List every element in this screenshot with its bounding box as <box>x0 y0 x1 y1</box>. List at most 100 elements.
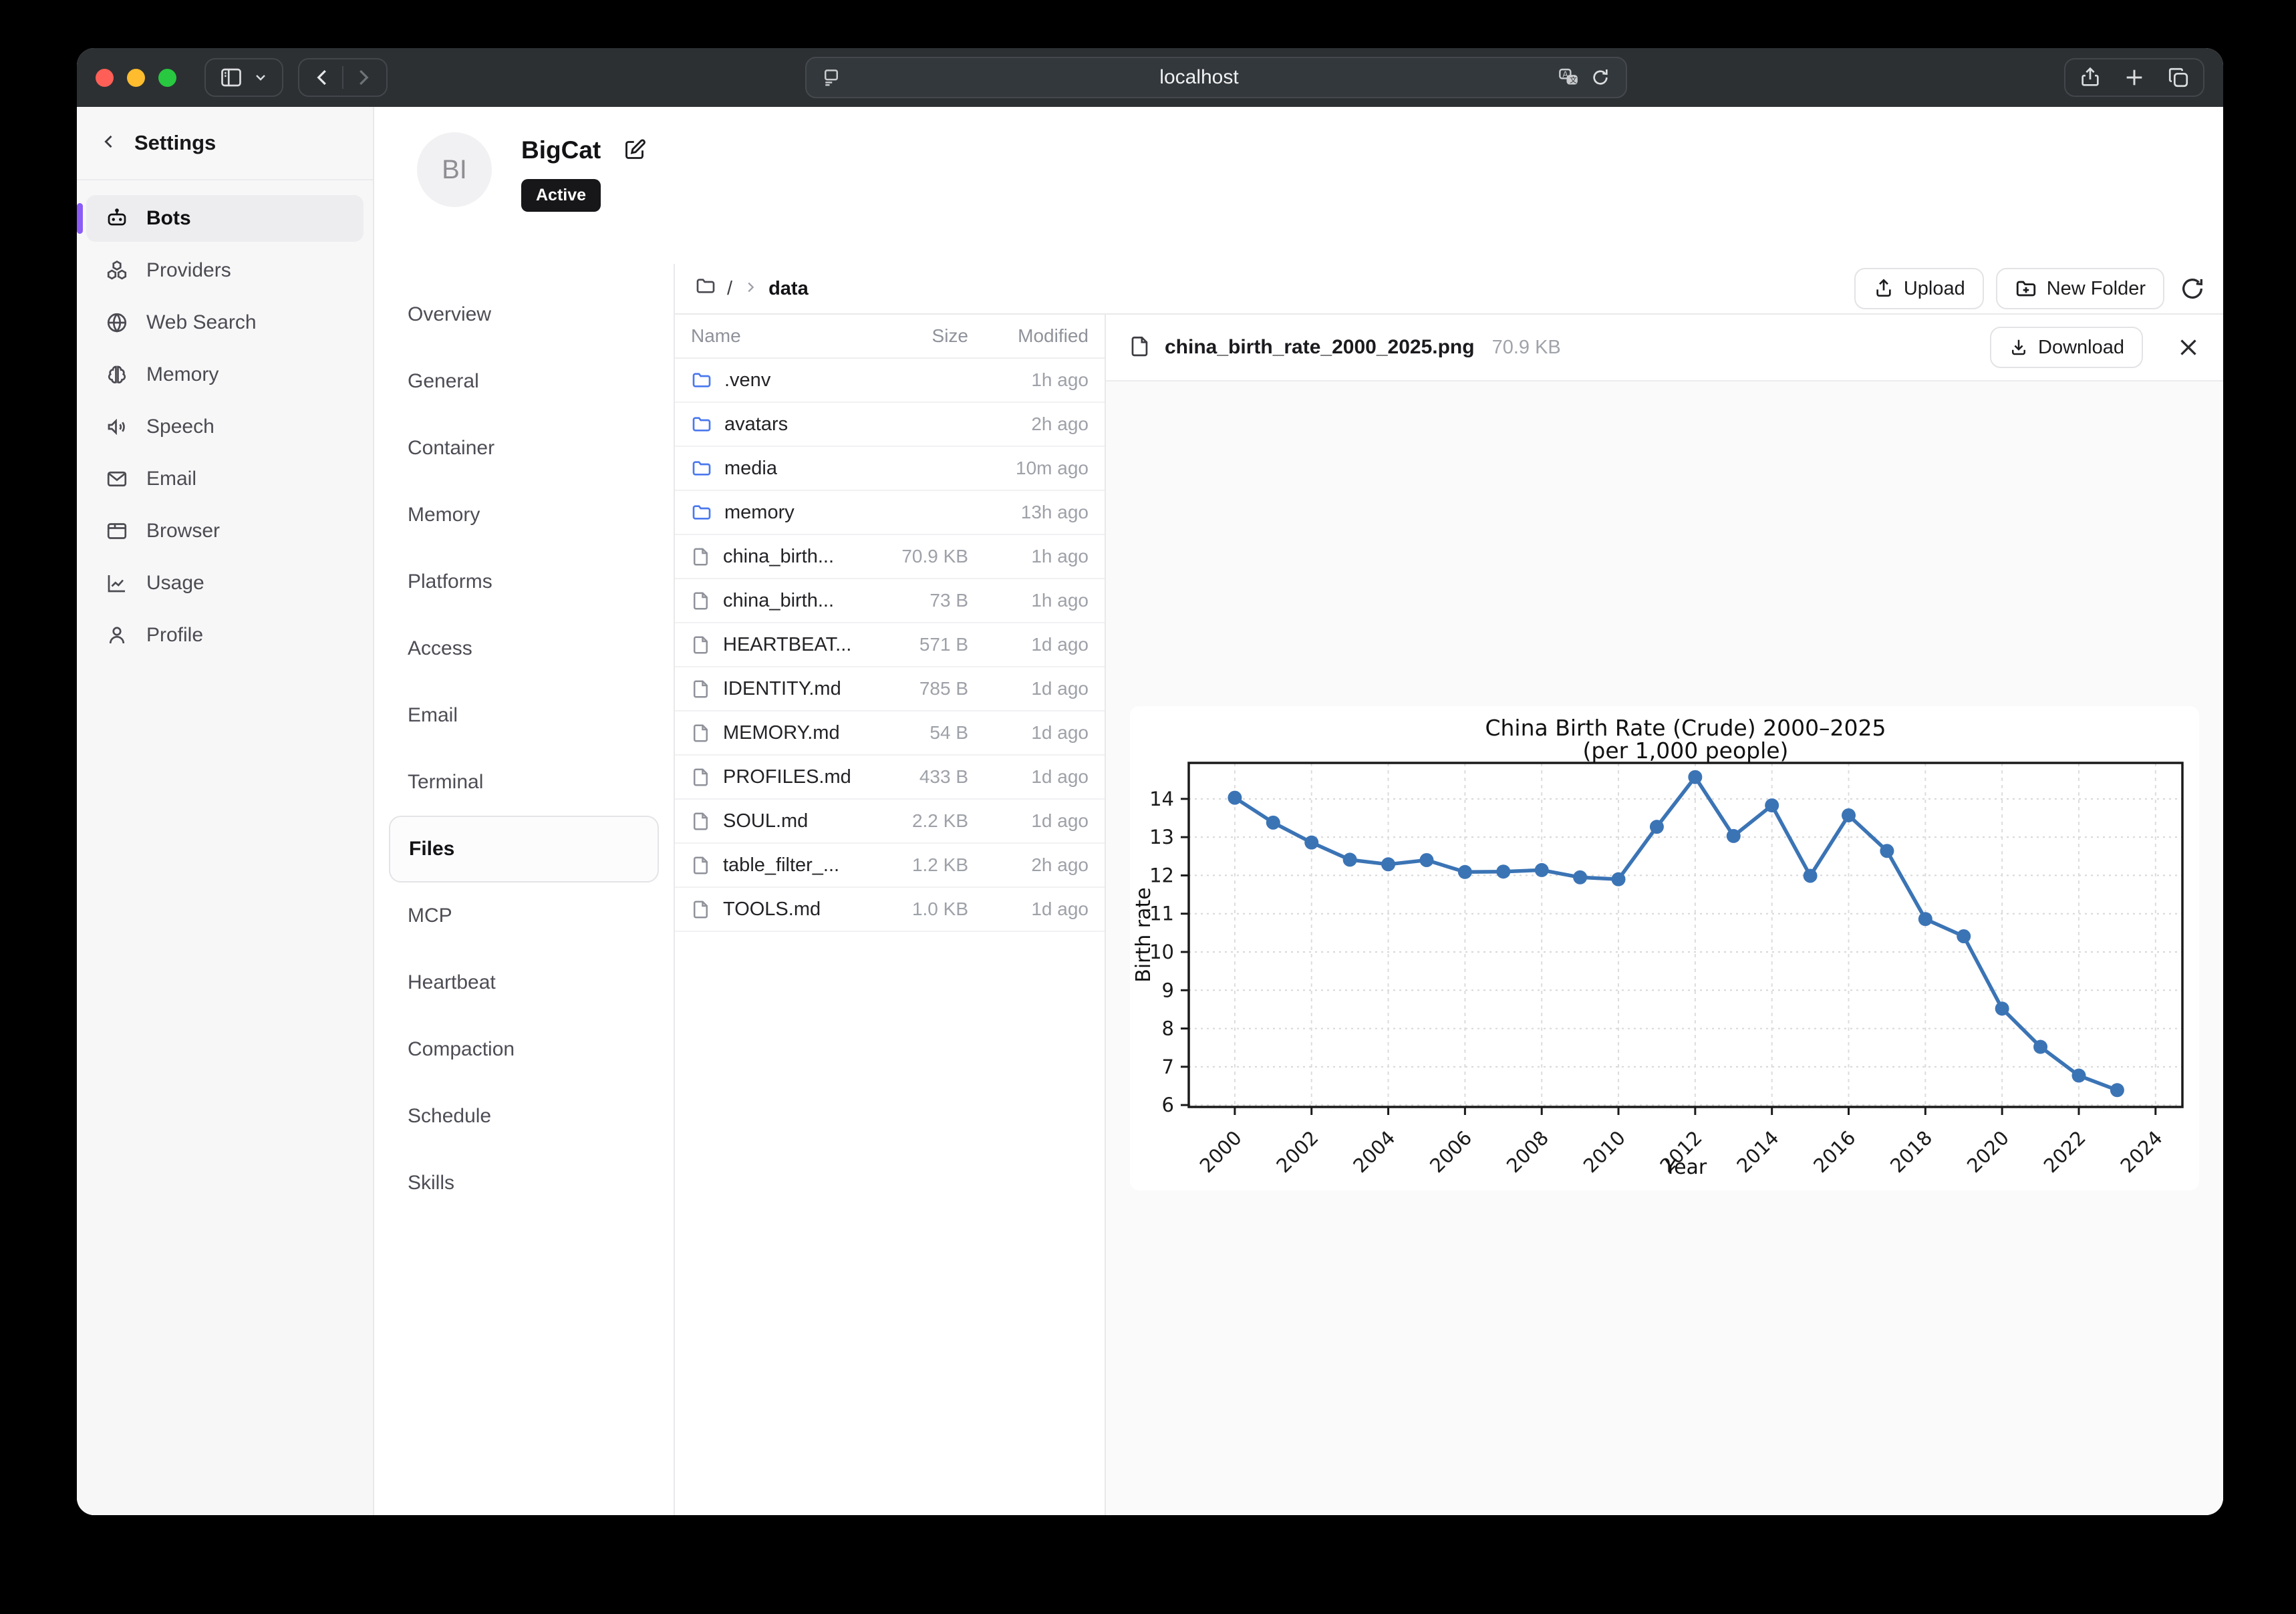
svg-text:Birth rate: Birth rate <box>1132 887 1155 983</box>
tab-access[interactable]: Access <box>408 637 472 659</box>
tab-platforms[interactable]: Platforms <box>408 571 492 593</box>
file-row[interactable]: SOUL.md 2.2 KB 1d ago <box>675 800 1105 844</box>
sidebar-item-usage[interactable]: Usage <box>86 560 364 607</box>
sidebar-item-label: Bots <box>146 207 191 229</box>
svg-text:文: 文 <box>1570 75 1577 84</box>
sidebar-item-profile[interactable]: Profile <box>86 612 364 659</box>
chevron-down-icon[interactable] <box>253 69 269 86</box>
traffic-lights <box>96 68 176 87</box>
svg-text:7: 7 <box>1162 1056 1174 1078</box>
file-row[interactable]: memory 13h ago <box>675 491 1105 535</box>
sidebar-item-bots[interactable]: Bots <box>77 195 364 242</box>
file-row[interactable]: IDENTITY.md 785 B 1d ago <box>675 667 1105 711</box>
sidebar-item-memory[interactable]: Memory <box>86 351 364 398</box>
address-bar[interactable]: localhost A 文 <box>805 57 1627 98</box>
svg-text:China Birth Rate (Crude) 2000–: China Birth Rate (Crude) 2000–2025 <box>1485 715 1886 741</box>
folder-icon[interactable] <box>695 275 716 302</box>
file-row[interactable]: MEMORY.md 54 B 1d ago <box>675 711 1105 756</box>
share-icon[interactable] <box>2079 66 2102 89</box>
sidebar-toggle-group[interactable] <box>204 58 283 97</box>
file-list-header: Name Size Modified <box>675 315 1105 359</box>
new-folder-button[interactable]: New Folder <box>1995 268 2164 309</box>
tab-compaction[interactable]: Compaction <box>408 1038 515 1060</box>
sidebar-item-label: Providers <box>146 259 231 281</box>
browser-titlebar: localhost A 文 <box>77 48 2223 107</box>
file-row[interactable]: .venv 1h ago <box>675 359 1105 403</box>
reader-view-icon[interactable] <box>821 67 841 88</box>
close-preview-icon[interactable] <box>2176 335 2200 359</box>
brain-icon <box>108 365 126 383</box>
sidebar-item-web-search[interactable]: Web Search <box>86 299 364 346</box>
back-icon[interactable] <box>100 132 118 154</box>
sidebar-item-providers[interactable]: Providers <box>86 247 364 294</box>
file-name: media <box>724 457 777 479</box>
tab-heartbeat[interactable]: Heartbeat <box>408 971 496 993</box>
file-icon <box>694 592 708 610</box>
file-row[interactable]: media 10m ago <box>675 447 1105 491</box>
preview-filename: china_birth_rate_2000_2025.png <box>1165 336 1475 358</box>
file-modified: 1d ago <box>1031 766 1089 787</box>
tab-email[interactable]: Email <box>408 704 458 726</box>
file-modified: 1d ago <box>1031 810 1089 831</box>
tab-general[interactable]: General <box>408 370 479 392</box>
new-tab-icon[interactable] <box>2123 66 2146 89</box>
svg-text:Year: Year <box>1664 1156 1707 1179</box>
breadcrumb-current[interactable]: data <box>768 277 809 299</box>
sidebar-item-speech[interactable]: Speech <box>86 404 364 450</box>
file-row[interactable]: avatars 2h ago <box>675 403 1105 447</box>
tab-overview[interactable]: Overview <box>408 303 492 325</box>
sidebar-toggle-icon[interactable] <box>219 65 243 90</box>
tab-files[interactable]: Files <box>389 816 659 882</box>
file-row[interactable]: PROFILES.md 433 B 1d ago <box>675 756 1105 800</box>
file-name: china_birth... <box>723 545 835 567</box>
url-text[interactable]: localhost <box>1159 66 1239 88</box>
file-row[interactable]: TOOLS.md 1.0 KB 1d ago <box>675 888 1105 932</box>
file-size: 433 B <box>919 766 968 787</box>
window-icon <box>107 523 127 539</box>
preview-image[interactable]: 2000 2002 2004 2006 2008 2010 2012 2014 2016 2018… <box>1130 706 2199 1190</box>
download-button[interactable]: Download <box>1990 327 2143 368</box>
tab-container[interactable]: Container <box>408 437 495 459</box>
file-name: PROFILES.md <box>723 766 851 788</box>
minimize-window-button[interactable] <box>127 68 145 87</box>
translate-icon[interactable]: A 文 <box>1558 67 1579 88</box>
tab-memory[interactable]: Memory <box>408 504 480 526</box>
tab-terminal[interactable]: Terminal <box>408 771 484 793</box>
svg-text:12: 12 <box>1149 864 1174 886</box>
edit-name-icon[interactable] <box>623 137 648 164</box>
forward-button[interactable] <box>353 67 373 88</box>
file-modified: 13h ago <box>1020 502 1089 522</box>
file-size: 1.0 KB <box>911 899 968 919</box>
close-window-button[interactable] <box>96 68 114 87</box>
tab-schedule[interactable]: Schedule <box>408 1105 492 1127</box>
tab-mcp[interactable]: MCP <box>408 905 452 927</box>
tab-skills[interactable]: Skills <box>408 1172 455 1194</box>
window-actions-group <box>2064 58 2204 97</box>
back-button[interactable] <box>313 67 333 88</box>
globe-icon <box>107 313 127 333</box>
file-row[interactable]: HEARTBEAT... 571 B 1d ago <box>675 623 1105 667</box>
settings-sidebar: Settings Bots Providers Web Search Memory Sp… <box>77 107 374 1515</box>
svg-text:10: 10 <box>1149 941 1174 963</box>
tab-overview-icon[interactable] <box>2167 66 2190 89</box>
file-row[interactable]: china_birth... 73 B 1h ago <box>675 579 1105 623</box>
file-row[interactable]: china_birth... 70.9 KB 1h ago <box>675 535 1105 579</box>
speaker-icon <box>108 418 125 436</box>
zoom-window-button[interactable] <box>158 68 176 87</box>
breadcrumb-root[interactable]: / <box>727 277 733 299</box>
upload-button[interactable]: Upload <box>1854 268 1984 309</box>
sidebar-item-label: Memory <box>146 363 219 385</box>
file-modified: 2h ago <box>1031 414 1089 434</box>
file-icon <box>694 548 708 566</box>
chevron-right-icon <box>743 278 758 300</box>
history-nav-group <box>298 58 388 97</box>
svg-text:9: 9 <box>1162 979 1174 1001</box>
file-name: .venv <box>724 369 771 391</box>
file-name: IDENTITY.md <box>723 677 841 699</box>
boxes-icon <box>107 260 127 280</box>
refresh-icon[interactable] <box>2179 275 2206 302</box>
sidebar-item-email[interactable]: Email <box>86 456 364 502</box>
sidebar-item-browser[interactable]: Browser <box>86 508 364 554</box>
reload-icon[interactable] <box>1590 67 1611 88</box>
file-row[interactable]: table_filter_... 1.2 KB 2h ago <box>675 844 1105 888</box>
